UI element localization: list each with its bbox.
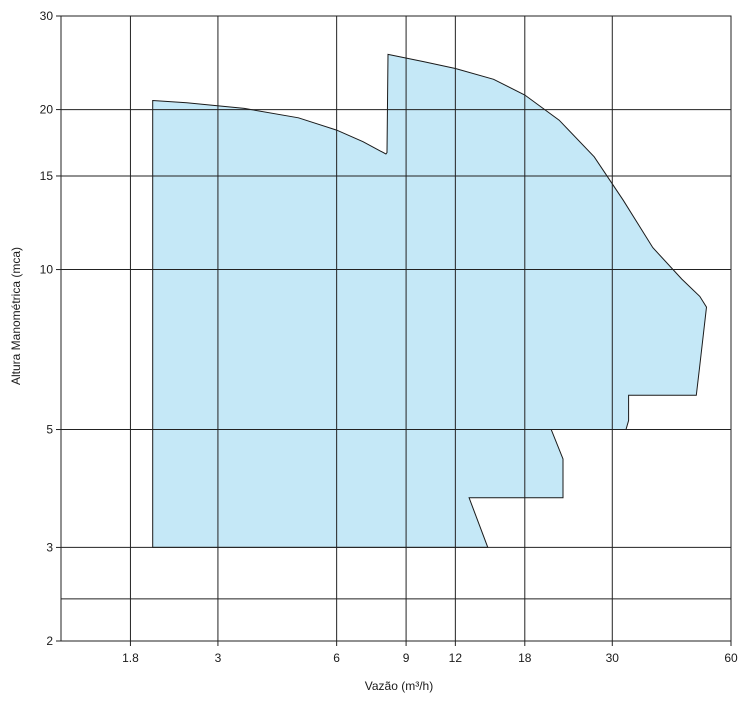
x-tick-label: 3 (215, 651, 222, 665)
x-tick-label: 18 (518, 651, 532, 665)
y-tick-label: 3 (46, 540, 53, 554)
x-tick-label: 30 (606, 651, 620, 665)
x-tick-label: 60 (724, 651, 738, 665)
y-tick-label: 5 (46, 423, 53, 437)
y-tick-label: 10 (40, 263, 54, 277)
operating-region (152, 53, 708, 548)
y-tick-label: 30 (40, 9, 54, 23)
y-tick-label: 15 (40, 169, 54, 183)
y-axis-title: Altura Manométrica (mca) (9, 247, 23, 385)
x-tick-label: 6 (333, 651, 340, 665)
x-tick-label: 12 (449, 651, 463, 665)
x-tick-label: 9 (403, 651, 410, 665)
plot-frame (60, 15, 732, 642)
x-axis-title: Vazão (m³/h) (365, 679, 433, 693)
x-tick-label: 1.8 (122, 651, 139, 665)
y-tick-label: 2 (46, 634, 53, 648)
y-tick-label: 20 (40, 103, 54, 117)
